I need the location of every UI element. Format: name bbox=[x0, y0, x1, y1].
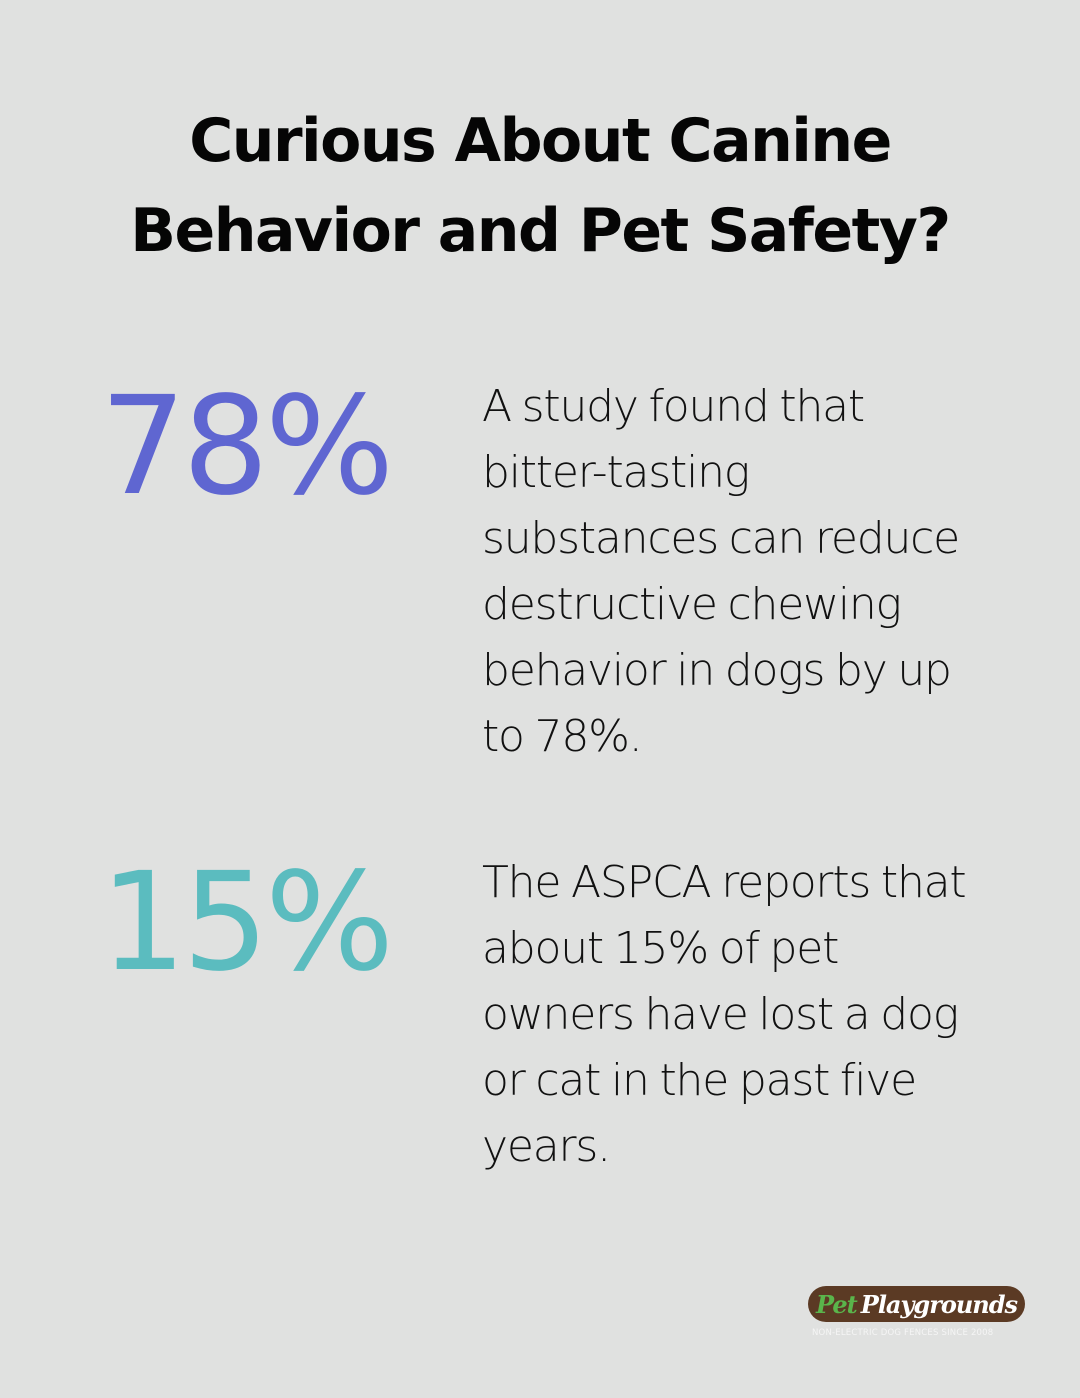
stat-text-line: to 78%. bbox=[482, 711, 643, 762]
stat-text-line: A study found that bbox=[482, 381, 865, 432]
stat-text-line: bitter-tasting bbox=[482, 447, 750, 498]
page-title: Curious About Canine Behavior and Pet Sa… bbox=[0, 96, 1080, 276]
stat-text-line: behavior in dogs by up bbox=[482, 645, 952, 696]
stat-text-line: or cat in the past five bbox=[482, 1055, 917, 1106]
logo-wordmark: Pet Playgrounds bbox=[808, 1286, 1026, 1322]
logo-tagline: NON-ELECTRIC DOG FENCES SINCE 2008 bbox=[812, 1328, 994, 1338]
logo-text-playgrounds: Playgrounds bbox=[860, 1289, 1018, 1319]
stat-description: The ASPCA reports that about 15% of pet … bbox=[482, 850, 1002, 1180]
title-line-2: Behavior and Pet Safety? bbox=[130, 196, 951, 266]
stat-description: A study found that bitter-tasting substa… bbox=[482, 374, 982, 770]
stat-value: 15% bbox=[99, 844, 394, 1002]
stat-text-line: about 15% of pet bbox=[482, 923, 839, 974]
stat-value: 78% bbox=[99, 368, 394, 526]
stat-text-line: The ASPCA reports that bbox=[482, 857, 967, 908]
title-line-1: Curious About Canine bbox=[189, 106, 892, 176]
stat-text-line: destructive chewing bbox=[482, 579, 902, 630]
stat-text-line: years. bbox=[482, 1121, 611, 1172]
stat-text-line: owners have lost a dog bbox=[482, 989, 959, 1040]
stat-text-line: substances can reduce bbox=[482, 513, 960, 564]
brand-logo: Pet Playgrounds NON-ELECTRIC DOG FENCES … bbox=[806, 1286, 1032, 1346]
logo-text-pet: Pet bbox=[816, 1289, 858, 1319]
